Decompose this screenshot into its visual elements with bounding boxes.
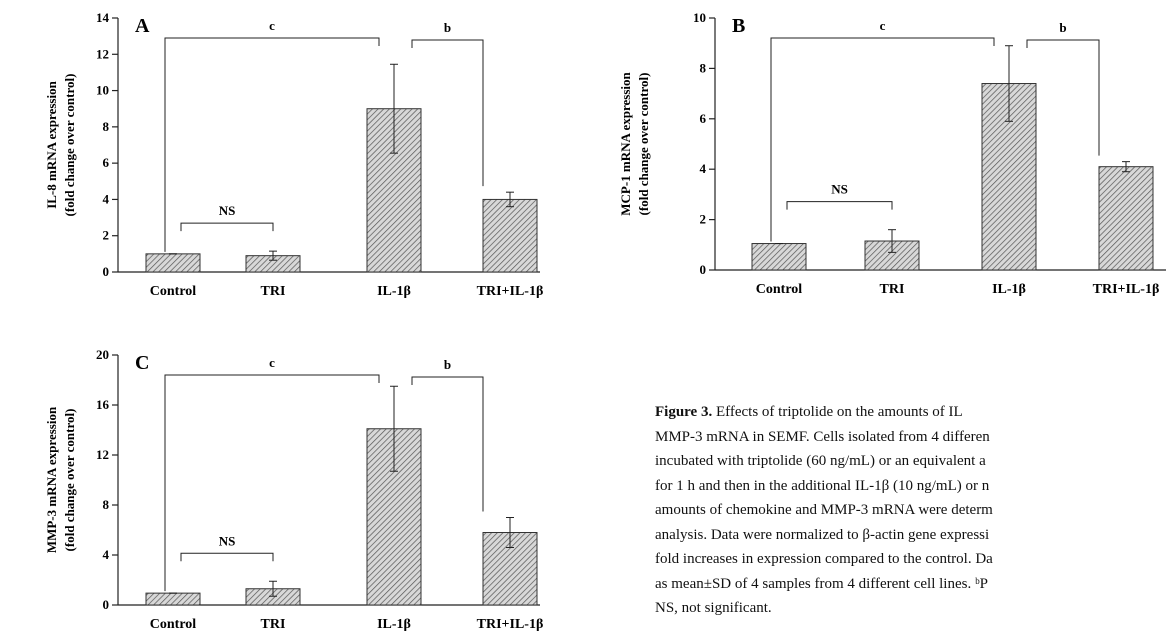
significance-bracket — [180, 222, 274, 232]
caption-line: for 1 h and then in the additional IL-1β… — [655, 477, 990, 494]
caption-text: Effects of triptolide on the amounts of … — [715, 404, 963, 420]
y-tick-label: 8 — [103, 119, 110, 134]
x-tick-label: IL-1β — [377, 617, 411, 632]
y-tick-label: 2 — [700, 212, 707, 227]
error-bar — [1122, 161, 1130, 173]
y-tick-label: 2 — [103, 228, 110, 243]
x-tick-label: Control — [150, 284, 197, 299]
error-bar — [1005, 45, 1013, 122]
caption-line: NS, not significant. — [655, 600, 772, 616]
significance-label: NS — [219, 203, 236, 218]
error-bar — [390, 385, 398, 472]
caption-line: amounts of chemokine and MMP-3 mRNA were… — [655, 502, 993, 518]
significance-bracket — [411, 39, 484, 187]
significance-label: c — [269, 18, 275, 33]
significance-bracket — [180, 552, 274, 562]
error-bar — [506, 191, 514, 208]
caption-line: fold increases in expression compared to… — [655, 551, 993, 567]
significance-label: c — [269, 355, 275, 370]
caption-line: incubated with triptolide (60 ng/mL) or … — [655, 453, 986, 469]
x-tick-label: TRI+IL-1β — [477, 284, 544, 299]
y-tick-label: 0 — [103, 597, 110, 612]
y-tick-label: 8 — [700, 60, 707, 75]
y-axis-label: MMP-3 mRNA expression — [44, 406, 59, 553]
x-tick-label: IL-1β — [992, 282, 1026, 297]
x-tick-label: Control — [756, 282, 803, 297]
bar — [145, 253, 201, 273]
y-tick-label: 20 — [96, 347, 109, 362]
error-bar — [269, 250, 277, 261]
panel-label: A — [135, 15, 150, 37]
y-tick-label: 10 — [693, 10, 706, 25]
caption-line: analysis. Data were normalized to β-acti… — [655, 526, 990, 543]
error-bar — [506, 517, 514, 548]
x-tick-label: TRI — [261, 284, 286, 299]
significance-label: b — [444, 357, 451, 372]
caption: Figure 3. Effects of triptolide on the a… — [655, 400, 993, 621]
significance-bracket — [1026, 39, 1100, 156]
panel-label: B — [732, 15, 745, 37]
panel-label: C — [135, 352, 149, 374]
y-axis-label: IL-8 mRNA expression — [44, 80, 59, 208]
y-tick-label: 4 — [103, 191, 110, 206]
x-tick-label: TRI+IL-1β — [477, 617, 544, 632]
significance-label: b — [444, 20, 451, 35]
y-axis-label: MCP-1 mRNA expression — [618, 72, 633, 216]
y-tick-label: 8 — [103, 497, 110, 512]
y-tick-label: 12 — [96, 46, 109, 61]
y-axis-label: (fold change over control) — [636, 73, 651, 216]
y-tick-label: 4 — [700, 161, 707, 176]
caption-label: Figure 3. — [655, 404, 713, 420]
error-bar — [390, 63, 398, 154]
caption-line: Figure 3. Effects of triptolide on the a… — [655, 400, 993, 425]
significance-label: c — [880, 18, 886, 33]
x-tick-label: IL-1β — [377, 284, 411, 299]
x-tick-label: TRI — [880, 282, 905, 297]
error-bar — [888, 229, 896, 253]
caption-line: as mean±SD of 4 samples from 4 different… — [655, 575, 988, 592]
caption-line: MMP-3 mRNA in SEMF. Cells isolated from … — [655, 428, 990, 445]
y-axis-label: (fold change over control) — [62, 74, 77, 217]
error-bar — [269, 580, 277, 597]
significance-bracket — [164, 374, 380, 592]
y-tick-label: 12 — [96, 447, 109, 462]
y-tick-label: 14 — [96, 10, 110, 25]
significance-label: b — [1059, 20, 1066, 35]
bar — [1098, 166, 1154, 271]
y-tick-label: 16 — [96, 397, 110, 412]
significance-bracket — [411, 376, 484, 512]
x-tick-label: Control — [150, 617, 197, 632]
x-tick-label: TRI — [261, 617, 286, 632]
significance-bracket — [164, 37, 380, 252]
bar — [482, 198, 538, 273]
y-tick-label: 0 — [700, 262, 707, 277]
significance-bracket — [786, 201, 893, 210]
y-tick-label: 10 — [96, 83, 109, 98]
y-tick-label: 0 — [103, 264, 110, 279]
y-tick-label: 4 — [103, 547, 110, 562]
bar — [751, 243, 807, 271]
y-tick-label: 6 — [700, 111, 707, 126]
y-axis-label: (fold change over control) — [62, 409, 77, 552]
significance-label: NS — [831, 182, 848, 197]
significance-bracket — [770, 37, 995, 242]
y-tick-label: 6 — [103, 155, 110, 170]
bar — [145, 592, 201, 606]
x-tick-label: TRI+IL-1β — [1093, 282, 1160, 297]
significance-label: NS — [219, 533, 236, 548]
